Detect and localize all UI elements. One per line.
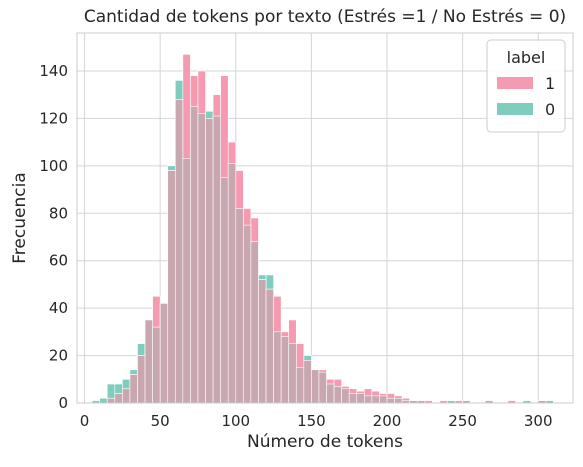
y-tick-label: 60 xyxy=(49,252,68,270)
x-tick-label: 0 xyxy=(80,412,90,430)
x-axis-ticks: 0 50 100 150 200 250 300 xyxy=(80,412,553,430)
legend-swatch-0 xyxy=(497,103,533,115)
y-tick-label: 0 xyxy=(58,394,68,412)
y-axis-ticks: 0 20 40 60 80 100 120 140 xyxy=(39,62,68,412)
legend-swatch-1 xyxy=(497,77,533,89)
bar-overlap xyxy=(333,386,342,404)
legend-label-1: 1 xyxy=(545,74,555,93)
bar-overlap xyxy=(303,360,312,404)
bar-overlap xyxy=(379,395,388,404)
bar-overlap xyxy=(137,355,146,404)
bar-overlap xyxy=(258,279,267,404)
x-tick-label: 100 xyxy=(221,412,250,430)
x-axis-label: Número de tokens xyxy=(247,432,403,452)
bar-overlap xyxy=(394,397,403,404)
bar-overlap xyxy=(197,113,206,404)
plot-frame xyxy=(76,32,574,404)
bar-overlap xyxy=(341,388,350,404)
bar-overlap xyxy=(265,288,274,404)
y-tick-label: 80 xyxy=(49,204,68,222)
chart-title: Cantidad de tokens por texto (Estrés =1 … xyxy=(84,7,566,27)
y-axis-label: Frecuencia xyxy=(10,172,30,263)
bar-overlap xyxy=(122,388,131,404)
bar-overlap xyxy=(371,395,380,404)
bar-overlap xyxy=(348,393,358,404)
bar-overlap xyxy=(273,331,282,404)
x-tick-label: 50 xyxy=(151,412,170,430)
legend: label 1 0 xyxy=(486,39,566,133)
legend-title: label xyxy=(507,48,546,67)
x-tick-label: 150 xyxy=(297,412,326,430)
bar-overlap xyxy=(106,397,116,404)
y-tick-label: 120 xyxy=(39,109,68,127)
legend-label-0: 0 xyxy=(545,100,555,119)
bar-overlap xyxy=(280,336,290,404)
overlap-bars xyxy=(106,99,547,404)
bar-overlap xyxy=(318,371,327,404)
bar-overlap xyxy=(182,158,191,404)
bar-overlap xyxy=(129,374,138,404)
y-tick-label: 100 xyxy=(39,157,68,175)
bar-overlap xyxy=(295,367,305,404)
y-tick-label: 140 xyxy=(39,62,68,80)
bar-overlap xyxy=(356,393,365,404)
bar-overlap xyxy=(174,99,184,404)
bar-overlap xyxy=(288,343,297,404)
bar-overlap xyxy=(212,115,221,404)
bar-overlap xyxy=(205,118,214,404)
bar-overlap xyxy=(152,326,161,404)
bar-overlap xyxy=(326,383,335,404)
bar-overlap xyxy=(250,241,259,404)
x-tick-label: 200 xyxy=(373,412,402,430)
bar-overlap xyxy=(364,395,373,404)
bar-overlap xyxy=(227,163,237,404)
bar-overlap xyxy=(190,106,199,404)
bar-overlap xyxy=(114,393,123,404)
y-tick-label: 40 xyxy=(49,299,68,317)
bar-overlap xyxy=(159,303,169,404)
bar-overlap xyxy=(167,170,176,404)
bar-overlap xyxy=(144,319,153,404)
bar-overlap xyxy=(243,224,252,404)
x-tick-label: 250 xyxy=(448,412,477,430)
bar-overlap xyxy=(220,177,229,404)
bar-label-0 xyxy=(99,397,108,404)
bar-overlap xyxy=(311,369,320,404)
x-tick-label: 300 xyxy=(524,412,553,430)
bar-overlap xyxy=(386,397,395,404)
y-tick-label: 20 xyxy=(49,347,68,365)
bar-overlap xyxy=(235,208,244,404)
